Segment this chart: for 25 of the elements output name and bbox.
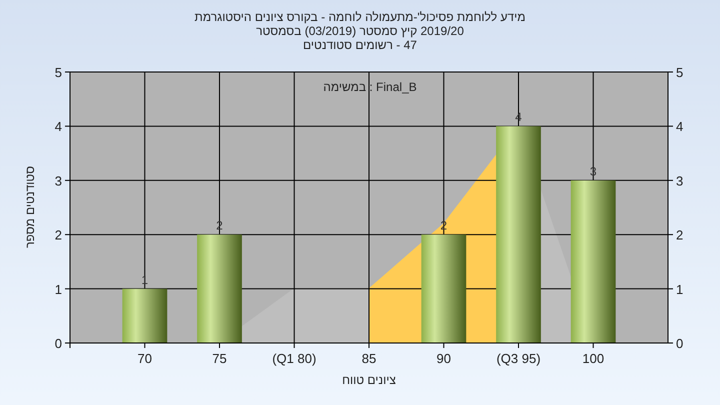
x-tick-label: 85 [362,351,376,366]
x-tick-label: 70 [138,351,152,366]
y-tick-label: 2 [54,228,62,243]
x-tick-label: (Q1 80) [272,351,316,366]
bar [421,234,466,343]
bar [122,288,168,343]
y2-tick-label: 3 [676,173,684,188]
x-tick-label: (Q3 95) [496,351,541,366]
y-axis-title: מספר סטודנטים [23,166,38,248]
y2-tick-label: 2 [676,228,684,243]
y-tick-label: 1 [54,282,62,297]
x-tick-label: 100 [582,351,604,366]
y2-tick-label: 5 [676,65,684,80]
bar [197,234,242,343]
chart-title: היסטוגרמת ציונים בקורס - לוחמה פסיכול'-מתעמולה ללוחמת מידע [194,10,526,24]
y-tick-label: 0 [54,336,62,351]
x-tick-label: 75 [212,351,227,366]
x-axis-title: טווח ציונים [342,373,396,388]
y-tick-label: 5 [54,65,62,80]
y2-tick-label: 4 [676,119,684,134]
y2-tick-label: 1 [676,282,684,297]
y-tick-label: 3 [54,173,62,188]
y2-tick-label: 0 [676,336,684,351]
y-tick-label: 4 [54,119,62,134]
x-tick-label: 90 [436,351,451,366]
